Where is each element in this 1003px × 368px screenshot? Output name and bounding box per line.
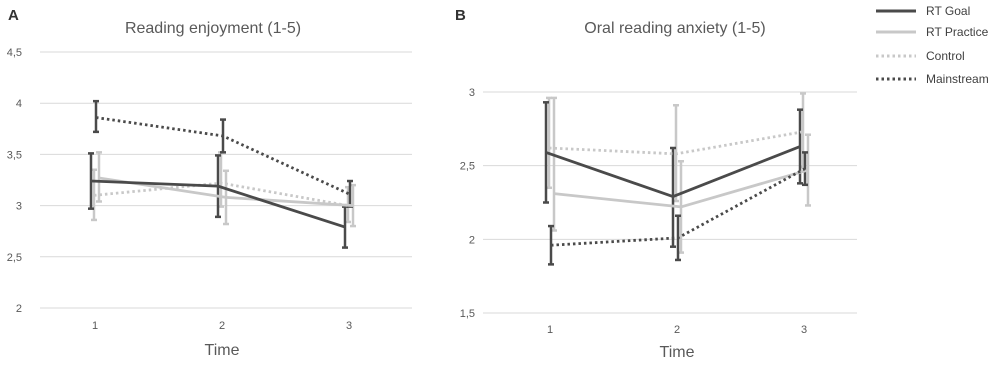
y-tick-label: 4 <box>16 98 22 110</box>
chart-title: Oral reading anxiety (1-5) <box>584 20 765 37</box>
x-tick-label: 1 <box>92 320 98 332</box>
y-tick-label: 3 <box>469 87 475 99</box>
x-tick-label: 3 <box>346 320 352 332</box>
y-tick-label: 3 <box>16 201 22 213</box>
y-tick-label: 1,5 <box>460 308 475 320</box>
legend-label: Control <box>926 49 965 63</box>
x-tick-label: 1 <box>547 324 553 336</box>
x-tick-label: 2 <box>219 320 225 332</box>
y-tick-label: 3,5 <box>7 149 22 161</box>
legend-label: RT Practice <box>926 25 989 39</box>
chart-title: Reading enjoyment (1-5) <box>125 20 301 37</box>
legend-label: RT Goal <box>926 4 970 18</box>
x-tick-label: 3 <box>801 324 807 336</box>
x-axis-label: Time <box>205 342 240 359</box>
legend-label: Mainstream <box>926 72 989 86</box>
y-tick-label: 2,5 <box>7 252 22 264</box>
y-tick-label: 2 <box>16 303 22 315</box>
y-tick-label: 2 <box>469 234 475 246</box>
panel-letter: B <box>455 7 466 24</box>
panel-letter: A <box>8 7 19 24</box>
x-axis-label: Time <box>660 344 695 361</box>
y-tick-label: 4,5 <box>7 47 22 59</box>
x-tick-label: 2 <box>674 324 680 336</box>
y-tick-label: 2,5 <box>460 161 475 173</box>
